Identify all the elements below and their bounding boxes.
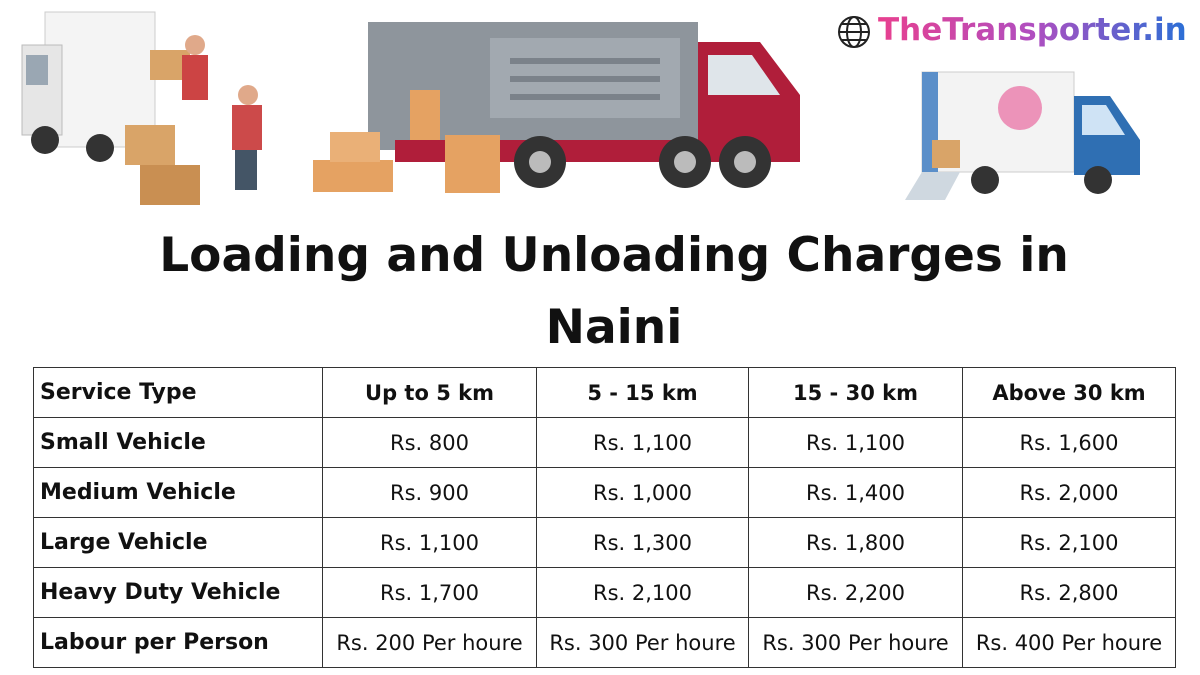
table-cell: Rs. 1,100: [322, 517, 537, 568]
logo: TheTransporter.in: [878, 12, 1187, 48]
table-row: Small Vehicle Rs. 800 Rs. 1,100 Rs. 1,100 Rs…: [33, 417, 1176, 468]
loading-truck: [21, 11, 262, 205]
table-cell: Rs. 900: [322, 467, 537, 518]
header-row: Service Type Up to 5 km 5 - 15 km 15 - 30 k…: [33, 367, 1176, 418]
table-cell: Rs. 800: [322, 417, 537, 468]
table-cell: Above 30 km: [962, 367, 1176, 418]
table-cell: Rs. 300 Per houre: [748, 617, 963, 668]
table-cell: Rs. 2,100: [962, 517, 1176, 568]
charges-table: Service Type Up to 5 km 5 - 15 km 15 - 30 k…: [33, 367, 1176, 668]
title: Loading and Unloading Charges in: [159, 228, 1069, 283]
illustrations: [21, 11, 1140, 205]
table-cell: Up to 5 km: [322, 367, 537, 418]
table-cell: Medium Vehicle: [33, 467, 323, 518]
table-cell: 15 - 30 km: [748, 367, 963, 418]
title: Naini: [545, 300, 683, 355]
table-cell: Rs. 1,300: [536, 517, 749, 568]
table-cell: Large Vehicle: [33, 517, 323, 568]
table-row: Labour per Person Rs. 200 Per houre Rs. 30…: [33, 617, 1176, 668]
cargo-truck: [313, 22, 800, 193]
table-cell: Small Vehicle: [33, 417, 323, 468]
table-cell: Rs. 1,400: [748, 467, 963, 518]
table-cell: Rs. 2,200: [748, 567, 963, 618]
table-cell: Rs. 400 Per houre: [962, 617, 1176, 668]
table-cell: Labour per Person: [33, 617, 323, 668]
table-row: Medium Vehicle Rs. 900 Rs. 1,000 Rs. 1,400 R…: [33, 467, 1176, 518]
mover-truck: [905, 71, 1140, 200]
table-cell: Rs. 1,800: [748, 517, 963, 568]
table-cell: Rs. 1,100: [536, 417, 749, 468]
table-cell: Service Type: [33, 367, 323, 418]
table-cell: Rs. 2,000: [962, 467, 1176, 518]
table-cell: Rs. 2,100: [536, 567, 749, 618]
table-cell: 5 - 15 km: [536, 367, 749, 418]
table-cell: Rs. 2,800: [962, 567, 1176, 618]
table-row: Large Vehicle Rs. 1,100 Rs. 1,300 Rs. 1,800…: [33, 517, 1176, 568]
table-cell: Rs. 1,700: [322, 567, 537, 618]
table-cell: Rs. 1,100: [748, 417, 963, 468]
table-cell: Rs. 1,000: [536, 467, 749, 518]
table-row: Heavy Duty Vehicle Rs. 1,700 Rs. 2,100 Rs. …: [33, 567, 1176, 618]
globe-icon: [838, 16, 870, 48]
table-cell: Rs. 300 Per houre: [536, 617, 749, 668]
table-cell: Rs. 200 Per houre: [322, 617, 537, 668]
table-cell: Rs. 1,600: [962, 417, 1176, 468]
table-cell: Heavy Duty Vehicle: [33, 567, 323, 618]
